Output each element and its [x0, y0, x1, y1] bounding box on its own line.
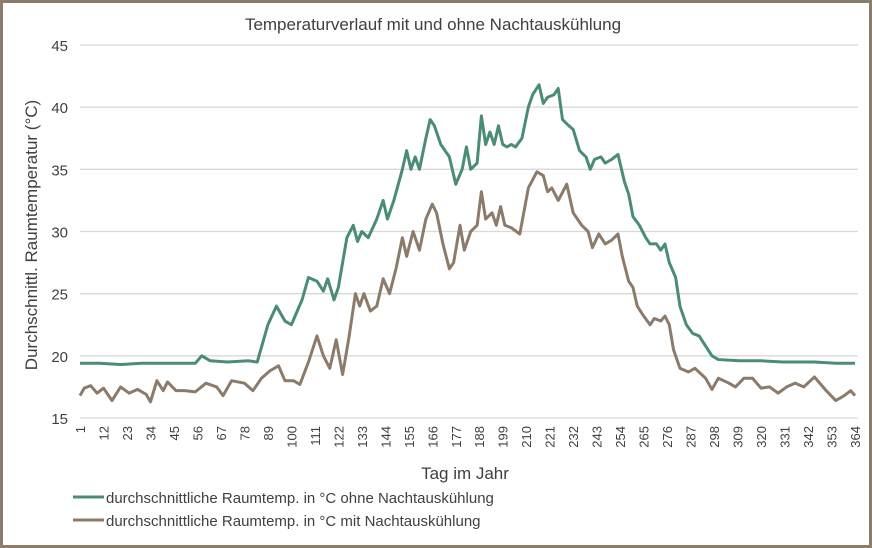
series-line-2	[78, 170, 857, 404]
x-tick-label: 232	[566, 426, 581, 448]
x-tick-label: 133	[355, 426, 370, 448]
x-tick-label: 166	[425, 426, 440, 448]
x-tick-label: 364	[848, 426, 863, 448]
y-axis-label: Durchschnittl. Raumtemperatur (°C)	[22, 100, 41, 370]
y-tick-label: 15	[51, 411, 68, 428]
x-tick-label: 188	[472, 426, 487, 448]
x-tick-label: 89	[261, 426, 276, 440]
x-tick-label: 276	[660, 426, 675, 448]
x-tick-label: 144	[378, 426, 393, 448]
x-axis-label: Tag im Jahr	[421, 464, 509, 483]
x-tick-label: 1	[73, 426, 88, 433]
x-tick-label: 100	[284, 426, 299, 448]
x-tick-label: 34	[143, 426, 158, 440]
chart-title: Temperaturverlauf mit und ohne Nachtausk…	[245, 15, 621, 34]
y-tick-label: 20	[51, 349, 68, 366]
x-tick-label: 155	[402, 426, 417, 448]
x-tick-label: 298	[707, 426, 722, 448]
x-tick-label: 254	[613, 426, 628, 448]
x-tick-label: 221	[543, 426, 558, 448]
x-tick-label: 45	[167, 426, 182, 440]
x-tick-label: 353	[825, 426, 840, 448]
x-tick-label: 122	[331, 426, 346, 448]
x-tick-label: 331	[778, 426, 793, 448]
x-tick-label: 243	[590, 426, 605, 448]
x-tick-label: 309	[731, 426, 746, 448]
x-tick-label: 287	[684, 426, 699, 448]
x-tick-label: 67	[214, 426, 229, 440]
x-tick-label: 177	[449, 426, 464, 448]
legend-label-1: durchschnittliche Raumtemp. in °C ohne N…	[106, 490, 494, 507]
y-tick-label: 45	[51, 38, 68, 55]
y-tick-label: 40	[51, 100, 68, 117]
y-tick-label: 25	[51, 287, 68, 304]
y-tick-label: 35	[51, 162, 68, 179]
x-tick-label: 12	[96, 426, 111, 440]
x-tick-label: 342	[801, 426, 816, 448]
x-tick-label: 111	[308, 426, 323, 446]
x-tick-label: 78	[237, 426, 252, 440]
y-tick-label: 30	[51, 225, 68, 242]
x-tick-label: 199	[496, 426, 511, 448]
legend-label-2: durchschnittliche Raumtemp. in °C mit Na…	[106, 513, 481, 530]
x-tick-label: 56	[190, 426, 205, 440]
line-chart: Temperaturverlauf mit und ohne Nachtausk…	[22, 15, 863, 530]
x-tick-label: 320	[754, 426, 769, 448]
x-tick-label: 265	[637, 426, 652, 448]
x-tick-label: 23	[120, 426, 135, 440]
series-line-1	[80, 83, 855, 367]
x-tick-label: 210	[519, 426, 534, 448]
